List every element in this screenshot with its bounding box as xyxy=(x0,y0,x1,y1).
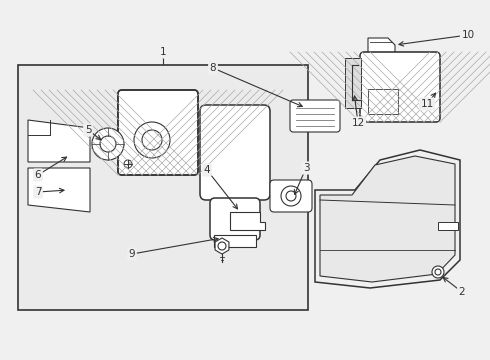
Text: 11: 11 xyxy=(420,99,434,109)
FancyBboxPatch shape xyxy=(118,90,198,175)
Text: 1: 1 xyxy=(160,47,167,57)
Text: 12: 12 xyxy=(351,118,365,128)
Bar xyxy=(438,222,458,230)
FancyBboxPatch shape xyxy=(290,100,340,132)
Text: 3: 3 xyxy=(303,163,309,173)
Text: 9: 9 xyxy=(129,249,135,259)
Text: 6: 6 xyxy=(35,170,41,180)
Text: 10: 10 xyxy=(462,30,474,40)
FancyBboxPatch shape xyxy=(270,180,312,212)
Text: 1: 1 xyxy=(160,47,166,57)
Polygon shape xyxy=(28,168,90,212)
Circle shape xyxy=(92,128,124,160)
Bar xyxy=(345,58,361,108)
Polygon shape xyxy=(215,238,229,254)
Circle shape xyxy=(432,266,444,278)
Text: 2: 2 xyxy=(459,287,466,297)
FancyBboxPatch shape xyxy=(360,52,440,122)
Polygon shape xyxy=(320,156,455,282)
Text: 4: 4 xyxy=(204,165,210,175)
Text: 7: 7 xyxy=(35,187,41,197)
Polygon shape xyxy=(28,120,90,162)
Bar xyxy=(368,89,398,114)
Circle shape xyxy=(134,122,170,158)
Text: 8: 8 xyxy=(210,63,216,73)
Bar xyxy=(18,65,308,310)
FancyBboxPatch shape xyxy=(210,198,260,240)
Polygon shape xyxy=(230,212,265,230)
FancyBboxPatch shape xyxy=(200,105,270,200)
Bar xyxy=(214,235,256,247)
Polygon shape xyxy=(368,38,395,58)
Text: 5: 5 xyxy=(85,125,91,135)
